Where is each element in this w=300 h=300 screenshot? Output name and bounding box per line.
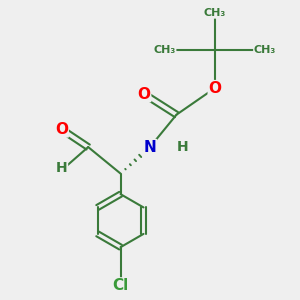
Text: H: H (56, 161, 68, 175)
Text: CH₃: CH₃ (254, 45, 276, 55)
Text: N: N (144, 140, 156, 154)
Text: CH₃: CH₃ (204, 8, 226, 18)
Text: Cl: Cl (112, 278, 129, 293)
Text: O: O (138, 87, 151, 102)
Text: O: O (208, 81, 221, 96)
Text: CH₃: CH₃ (154, 45, 176, 55)
Text: H: H (177, 140, 188, 154)
Text: O: O (55, 122, 68, 137)
